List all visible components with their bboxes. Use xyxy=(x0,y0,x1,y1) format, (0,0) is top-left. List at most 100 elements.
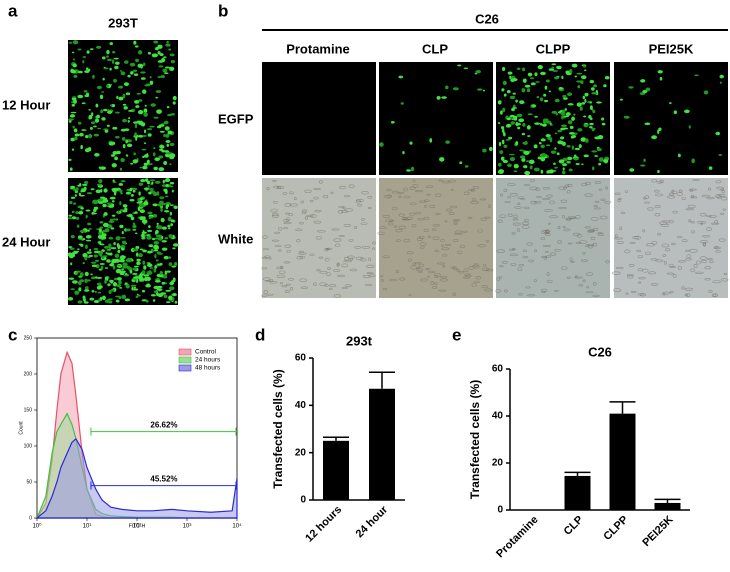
cell xyxy=(638,276,646,280)
cell xyxy=(341,210,349,214)
cell xyxy=(71,103,75,107)
cell xyxy=(477,88,483,91)
cell xyxy=(580,259,589,262)
x-tick-label: 24 hour xyxy=(354,503,391,540)
cell xyxy=(669,102,672,105)
cell xyxy=(123,274,129,277)
cell xyxy=(522,78,527,83)
cell xyxy=(110,227,115,230)
y-tick-label: 50 xyxy=(26,479,32,485)
cell xyxy=(102,222,109,228)
cell xyxy=(581,102,586,105)
cell xyxy=(93,199,99,205)
cell xyxy=(119,201,122,206)
cell xyxy=(70,111,77,114)
cell xyxy=(523,206,530,209)
cell xyxy=(636,249,641,252)
cell xyxy=(81,183,88,186)
cell xyxy=(409,212,416,216)
cell xyxy=(143,201,149,206)
cell xyxy=(156,125,162,129)
cell xyxy=(137,206,141,211)
cell xyxy=(304,216,308,220)
cell xyxy=(470,200,479,205)
cell xyxy=(87,68,91,72)
cell xyxy=(163,120,169,125)
cell xyxy=(152,299,156,302)
cell xyxy=(285,290,290,293)
cell xyxy=(700,222,704,226)
cell xyxy=(141,148,147,151)
cell xyxy=(498,162,502,167)
cell xyxy=(506,123,512,128)
cell xyxy=(97,198,104,202)
cell xyxy=(149,267,154,269)
cell xyxy=(387,222,394,226)
cell xyxy=(91,290,95,293)
cell xyxy=(142,249,147,253)
cell xyxy=(488,204,491,209)
cell xyxy=(72,253,76,258)
cell xyxy=(147,250,153,254)
cell xyxy=(83,186,87,191)
cell xyxy=(88,108,91,111)
cell xyxy=(543,256,547,260)
cell xyxy=(274,231,281,234)
cell xyxy=(425,268,430,271)
cell xyxy=(153,290,157,293)
cell xyxy=(645,87,651,92)
cell xyxy=(598,162,602,166)
cell xyxy=(103,212,108,216)
cell xyxy=(619,98,623,101)
cell xyxy=(157,51,161,55)
cell xyxy=(91,121,96,125)
panel-label: d xyxy=(255,325,265,344)
cell xyxy=(408,294,412,297)
cell xyxy=(470,188,475,192)
micrograph xyxy=(379,62,493,175)
cell xyxy=(671,243,676,246)
cell xyxy=(80,243,84,247)
cell xyxy=(137,134,144,138)
cell xyxy=(137,63,144,68)
cell xyxy=(89,297,95,301)
cell xyxy=(102,77,105,81)
cell xyxy=(139,197,144,201)
cell xyxy=(106,55,109,58)
cell xyxy=(132,267,137,271)
cell xyxy=(586,286,590,289)
cell xyxy=(78,210,84,215)
cell xyxy=(509,193,518,197)
cell xyxy=(438,179,443,182)
cell xyxy=(136,120,141,124)
cell xyxy=(502,159,509,164)
cell xyxy=(172,95,177,101)
cell xyxy=(106,124,110,127)
cell xyxy=(554,249,561,252)
cell xyxy=(145,178,149,183)
cell xyxy=(343,223,351,227)
cell xyxy=(349,268,358,272)
cell xyxy=(601,117,605,121)
cell xyxy=(125,228,131,232)
cell xyxy=(135,278,139,283)
cell xyxy=(509,114,515,118)
cell xyxy=(163,255,169,260)
cell xyxy=(161,281,166,285)
cell xyxy=(119,286,123,289)
cell xyxy=(705,227,713,231)
cell xyxy=(302,209,308,213)
cell xyxy=(666,272,674,275)
cell xyxy=(446,208,453,212)
cell xyxy=(688,125,691,129)
cell xyxy=(164,126,170,131)
cell xyxy=(162,179,165,184)
cell xyxy=(533,279,537,283)
cell xyxy=(432,224,441,227)
cell xyxy=(368,274,376,277)
cell xyxy=(77,94,84,99)
cell xyxy=(360,222,368,225)
cell xyxy=(654,213,661,217)
cell xyxy=(111,103,116,108)
cell xyxy=(482,148,487,153)
